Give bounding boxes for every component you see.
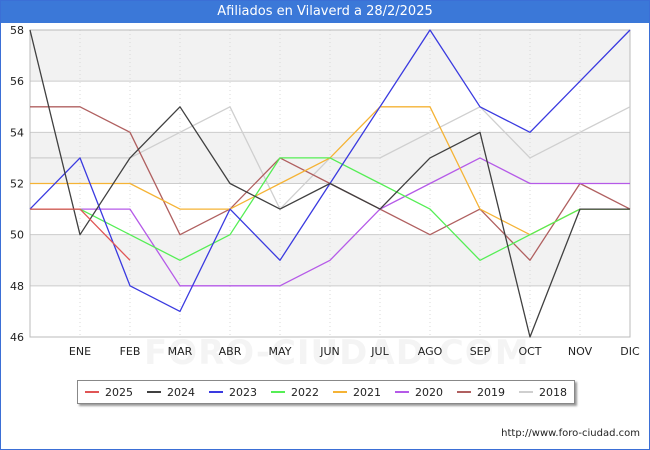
legend-item-2019: 2019 xyxy=(457,386,505,399)
legend-swatch xyxy=(271,391,285,393)
series-line-2025 xyxy=(30,208,131,261)
y-tick-label: 56 xyxy=(10,75,24,88)
legend-item-2023: 2023 xyxy=(209,386,257,399)
x-tick-label: AGO xyxy=(418,345,443,358)
legend-swatch xyxy=(333,391,347,393)
legend-label: 2023 xyxy=(229,385,257,399)
x-tick-label: MAR xyxy=(168,345,193,358)
legend-label: 2018 xyxy=(539,385,567,399)
y-tick-label: 48 xyxy=(10,280,24,293)
legend-swatch xyxy=(85,391,99,393)
legend-label: 2019 xyxy=(477,385,505,399)
y-tick-label: 58 xyxy=(10,24,24,37)
source-url: http://www.foro-ciudad.com xyxy=(501,428,640,439)
x-tick-label: DIC xyxy=(620,345,640,358)
series-line-2024 xyxy=(29,29,630,338)
y-tick-label: 52 xyxy=(10,178,24,191)
legend-item-2022: 2022 xyxy=(271,386,319,399)
legend-swatch xyxy=(147,391,161,393)
x-tick-label: JUL xyxy=(370,345,389,358)
y-tick-label: 54 xyxy=(10,126,24,139)
legend-label: 2021 xyxy=(353,385,381,399)
x-tick-label: OCT xyxy=(518,345,541,358)
legend-item-2018: 2018 xyxy=(519,386,567,399)
chart-title: Afiliados en Vilaverd a 28/2/2025 xyxy=(1,1,649,23)
plot-band xyxy=(30,30,630,82)
x-tick-label: ABR xyxy=(219,345,242,358)
legend-swatch xyxy=(519,391,533,393)
x-tick-label: FEB xyxy=(120,345,141,358)
y-tick-label: 50 xyxy=(10,229,24,242)
legend-label: 2022 xyxy=(291,385,319,399)
x-tick-label: NOV xyxy=(568,345,593,358)
legend-swatch xyxy=(457,391,471,393)
x-tick-label: SEP xyxy=(470,345,491,358)
x-tick-label: JUN xyxy=(319,345,340,358)
x-tick-label: MAY xyxy=(269,345,292,358)
y-tick-label: 46 xyxy=(10,331,24,344)
x-tick-label: ENE xyxy=(69,345,91,358)
legend-item-2021: 2021 xyxy=(333,386,381,399)
series-line-2022 xyxy=(30,157,630,261)
legend-label: 2020 xyxy=(415,385,443,399)
legend-swatch xyxy=(209,391,223,393)
chart-legend: 2025 2024 2023 2022 2021 2020 2019 2018 xyxy=(77,380,575,404)
legend-label: 2025 xyxy=(105,385,133,399)
watermark: FORO-CIUDAD.COM xyxy=(144,333,530,373)
legend-item-2024: 2024 xyxy=(147,386,195,399)
legend-label: 2024 xyxy=(167,385,195,399)
legend-item-2020: 2020 xyxy=(395,386,443,399)
legend-swatch xyxy=(395,391,409,393)
series-line-2020 xyxy=(30,157,630,287)
legend-item-2025: 2025 xyxy=(85,386,133,399)
